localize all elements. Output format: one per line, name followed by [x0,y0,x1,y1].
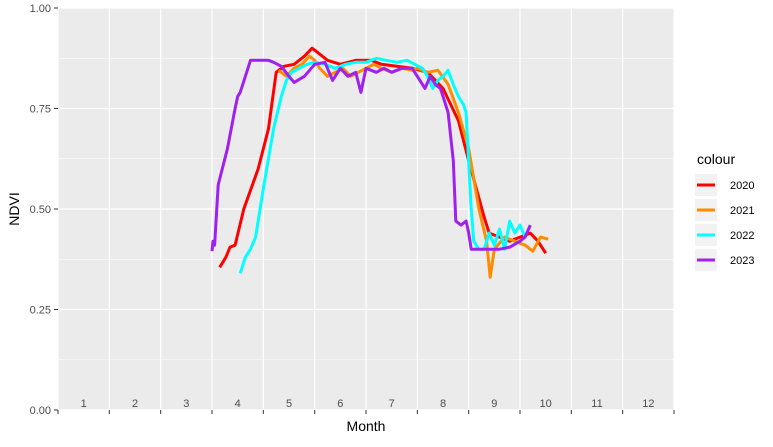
y-tick-label: 0.75 [30,104,51,116]
x-tick-label: 9 [491,398,497,410]
series-lines [210,46,549,279]
legend-label-2023: 2023 [730,255,754,267]
legend-label-2021: 2021 [730,205,754,217]
x-tick-label: 6 [337,398,343,410]
x-tick-label: 11 [591,398,602,410]
y-tick-label: 0.00 [30,405,51,417]
axes: 0.000.250.500.751.001 2 3 4 5 6 7 8 9 10 11 12 [30,3,675,417]
x-tick-label: 10 [540,398,552,410]
legend-label-2022: 2022 [730,230,754,242]
x-tick-label: 4 [235,398,241,410]
y-axis-title: NDVI [6,192,22,225]
y-tick-label: 0.50 [30,204,51,216]
x-tick-label: 2 [132,398,138,410]
x-tick-label: 3 [183,398,189,410]
series-line-2022 [238,56,527,274]
legend-label-2020: 2020 [730,180,754,192]
series-line-2023 [210,58,532,252]
x-tick-label: 8 [440,398,446,410]
x-tick-label: 12 [642,398,654,410]
legend: colour 2020 2021 2022 2023 [695,151,754,271]
x-tick-label: 1 [81,398,87,410]
x-tick-label: 7 [389,398,395,410]
y-tick-label: 1.00 [30,3,51,15]
legend-title: colour [697,151,735,167]
y-tick-label: 0.25 [30,305,51,317]
x-axis-title: Month [347,418,386,434]
x-tick-label: 5 [286,398,292,410]
